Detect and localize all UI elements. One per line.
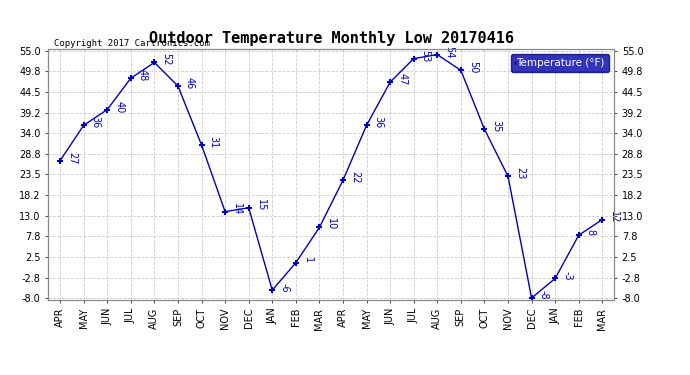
Text: 46: 46 [185, 77, 195, 89]
Title: Outdoor Temperature Monthly Low 20170416: Outdoor Temperature Monthly Low 20170416 [149, 31, 513, 46]
Text: 23: 23 [515, 167, 525, 180]
Text: 1: 1 [303, 257, 313, 263]
Text: 12: 12 [609, 210, 619, 223]
Text: 31: 31 [208, 136, 219, 148]
Text: 53: 53 [421, 50, 431, 62]
Text: 47: 47 [397, 73, 407, 86]
Text: 52: 52 [161, 54, 171, 66]
Text: 27: 27 [67, 152, 77, 164]
Text: 22: 22 [350, 171, 360, 184]
Text: 15: 15 [255, 199, 266, 211]
Text: 36: 36 [373, 116, 384, 129]
Text: 36: 36 [90, 116, 101, 129]
Text: -3: -3 [562, 271, 572, 280]
Text: -6: -6 [279, 283, 289, 292]
Legend: Temperature (°F): Temperature (°F) [511, 54, 609, 72]
Text: 54: 54 [444, 46, 454, 58]
Text: 40: 40 [114, 101, 124, 113]
Text: 35: 35 [491, 120, 502, 133]
Text: 10: 10 [326, 219, 336, 231]
Text: 8: 8 [586, 230, 595, 236]
Text: 48: 48 [138, 69, 148, 81]
Text: 14: 14 [232, 203, 242, 215]
Text: 50: 50 [468, 62, 477, 74]
Text: -8: -8 [538, 291, 549, 300]
Text: Copyright 2017 Cartronics.com: Copyright 2017 Cartronics.com [54, 39, 210, 48]
